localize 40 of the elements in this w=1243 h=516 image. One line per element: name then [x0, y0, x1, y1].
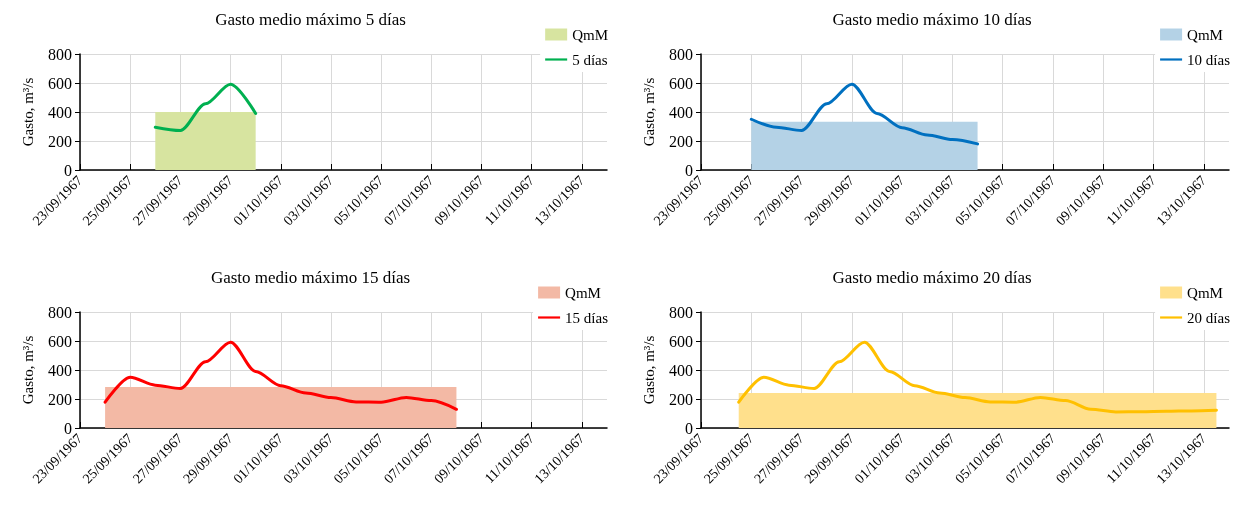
legend-label: QmM [1187, 26, 1223, 43]
y-tick-label: 800 [669, 303, 693, 321]
chart-title: Gasto medio máximo 20 días [832, 268, 1032, 287]
y-tick-label: 600 [48, 332, 72, 350]
chart-title: Gasto medio máximo 10 días [832, 10, 1032, 29]
y-tick-label: 400 [48, 361, 72, 379]
line-series [749, 82, 980, 146]
y-tick-label: 800 [48, 45, 72, 63]
legend-label: QmM [565, 284, 601, 301]
chart-title: Gasto medio máximo 15 días [210, 268, 411, 287]
legend-label: 15 días [565, 309, 609, 326]
y-tick-label: 400 [669, 103, 693, 121]
y-tick-label: 0 [64, 419, 72, 437]
chart-title: Gasto medio máximo 5 días [215, 10, 406, 29]
legend-label: 20 días [1187, 309, 1231, 326]
line-series [737, 340, 1218, 414]
y-axis-title: Gasto, m³/s [640, 77, 657, 147]
y-tick-label: 400 [669, 361, 693, 379]
legend-label: 10 días [1187, 51, 1231, 68]
y-tick-label: 200 [48, 390, 72, 408]
y-tick-label: 400 [48, 103, 72, 121]
legend-label: QmM [572, 26, 609, 43]
y-tick-label: 600 [669, 74, 693, 92]
legend-label: 5 días [572, 51, 608, 68]
line-series [103, 340, 458, 411]
y-tick-label: 0 [685, 419, 693, 437]
y-tick-label: 0 [64, 161, 72, 179]
y-tick-label: 200 [669, 390, 693, 408]
y-tick-label: 600 [669, 332, 693, 350]
line-series [153, 82, 258, 133]
y-tick-label: 200 [48, 132, 72, 150]
y-axis-title: Gasto, m³/s [19, 335, 36, 405]
y-tick-label: 800 [669, 45, 693, 63]
y-tick-label: 0 [685, 161, 693, 179]
y-axis-title: Gasto, m³/s [640, 335, 657, 405]
y-tick-label: 800 [48, 303, 72, 321]
y-axis-title: Gasto, m³/s [19, 77, 36, 147]
legend-label: QmM [1187, 284, 1223, 301]
y-tick-label: 600 [48, 74, 72, 92]
y-tick-label: 200 [669, 132, 693, 150]
